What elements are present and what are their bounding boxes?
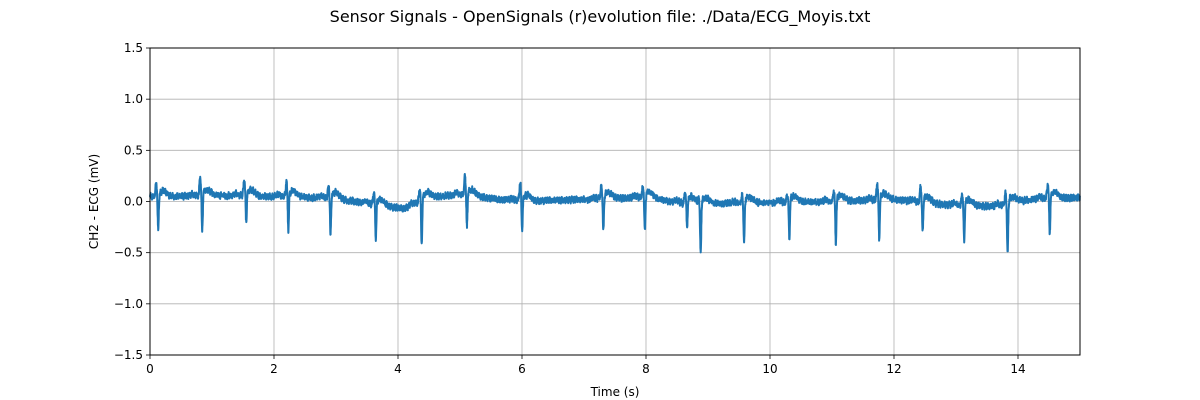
ecg-signal-line — [149, 173, 1081, 254]
x-tick-label: 2 — [270, 362, 278, 376]
x-tick-label: 6 — [518, 362, 526, 376]
y-tick-label: 0.5 — [124, 143, 143, 157]
y-tick-label: −1.0 — [114, 297, 143, 311]
x-tick-label: 12 — [886, 362, 901, 376]
x-tick-label: 0 — [146, 362, 154, 376]
x-tick-label: 4 — [394, 362, 402, 376]
x-axis-label: Time (s) — [590, 385, 640, 399]
x-tick-label: 8 — [642, 362, 650, 376]
y-tick-label: −1.5 — [114, 348, 143, 362]
plot-area — [149, 173, 1081, 254]
y-tick-label: 0.0 — [124, 195, 143, 209]
y-tick-label: 1.0 — [124, 92, 143, 106]
grid-lines — [149, 47, 1080, 356]
y-tick-label: −0.5 — [114, 246, 143, 260]
x-tick-label: 14 — [1010, 362, 1025, 376]
x-tick-label: 10 — [762, 362, 777, 376]
chart-title: Sensor Signals - OpenSignals (r)evolutio… — [330, 7, 871, 27]
y-axis-label: CH2 - ECG (mV) — [87, 154, 101, 249]
y-tick-label: 1.5 — [124, 41, 143, 55]
x-axis: 0 2 4 6 8 10 12 14 — [146, 355, 1026, 376]
y-axis: −1.5 −1.0 −0.5 0.0 0.5 1.0 1.5 — [114, 41, 150, 362]
